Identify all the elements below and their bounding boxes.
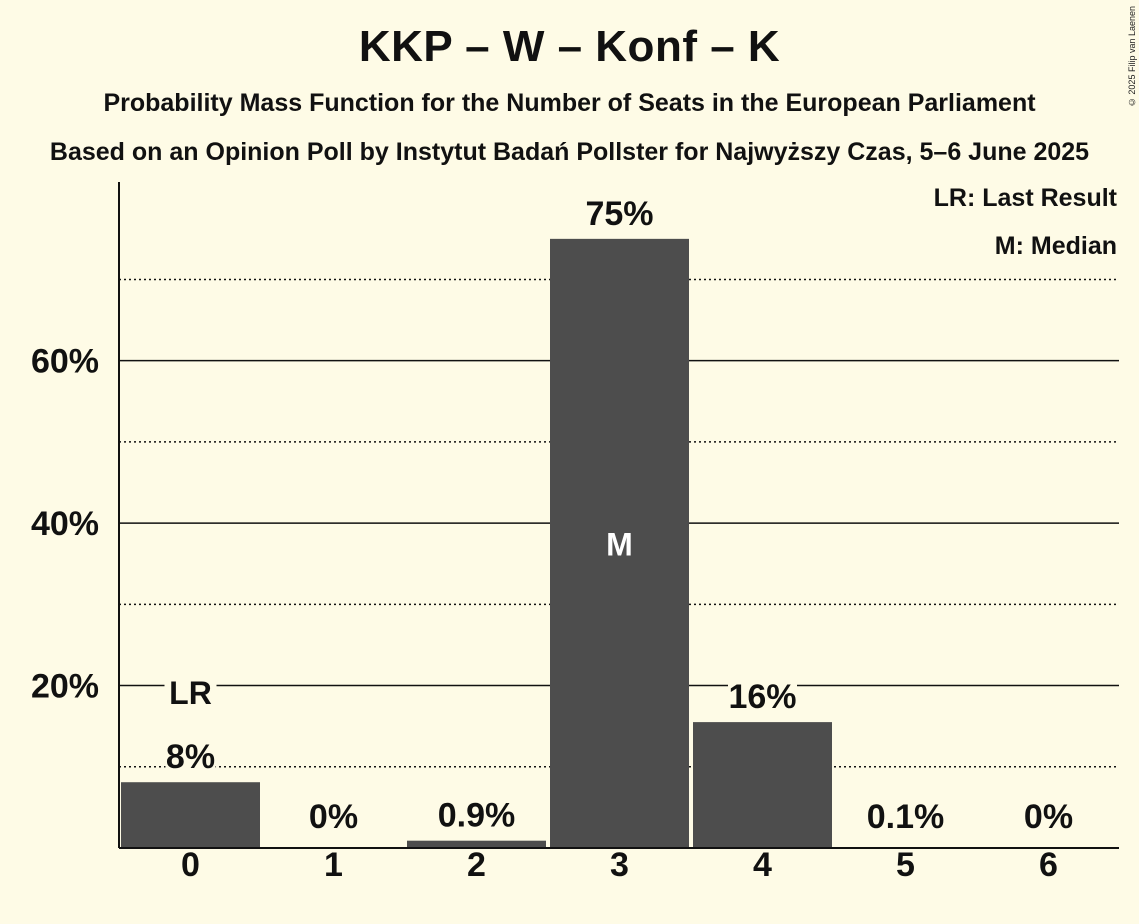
- y-tick-label: 40%: [31, 505, 99, 543]
- bar: [550, 238, 689, 849]
- median-marker: M: [606, 526, 633, 562]
- lr-backdrop: [164, 676, 217, 713]
- chart-title: KKP – W – Konf – K: [358, 22, 781, 71]
- x-tick-label: 5: [896, 846, 915, 884]
- value-label: 0%: [309, 798, 358, 836]
- value-label-backdrop: [165, 738, 216, 777]
- value-label-backdrop: [585, 194, 654, 233]
- value-label-backdrop: [1023, 798, 1074, 836]
- x-tick-label: 4: [753, 846, 772, 884]
- last-result-marker: LR: [169, 675, 212, 711]
- value-label: 0.9%: [438, 797, 516, 835]
- bar: [121, 782, 260, 848]
- x-tick-label: 0: [181, 846, 200, 884]
- x-tick-label: 2: [467, 846, 486, 884]
- value-label-backdrop: [728, 678, 797, 717]
- value-label: 75%: [585, 195, 653, 233]
- chart-subtitle: Probability Mass Function for the Number…: [103, 89, 1036, 117]
- chart-source-line: Based on an Opinion Poll by Instytut Bad…: [49, 138, 1090, 166]
- y-tick-label: 60%: [31, 343, 99, 381]
- bar: [693, 722, 832, 848]
- value-label-backdrop: [432, 796, 521, 835]
- x-tick-label: 3: [610, 846, 629, 884]
- x-tick-label: 6: [1039, 846, 1058, 884]
- value-label-backdrop: [861, 798, 950, 836]
- value-label: 0%: [1024, 798, 1073, 836]
- value-label-backdrop: [308, 798, 359, 836]
- value-label: 8%: [166, 738, 215, 776]
- value-label: 16%: [728, 678, 796, 716]
- value-label: 0.1%: [867, 798, 945, 836]
- y-tick-label: 20%: [31, 668, 99, 706]
- legend-last-result: LR: Last Result: [933, 184, 1117, 212]
- bar: [407, 840, 546, 848]
- x-tick-label: 1: [324, 846, 343, 884]
- legend-median: M: Median: [994, 232, 1117, 260]
